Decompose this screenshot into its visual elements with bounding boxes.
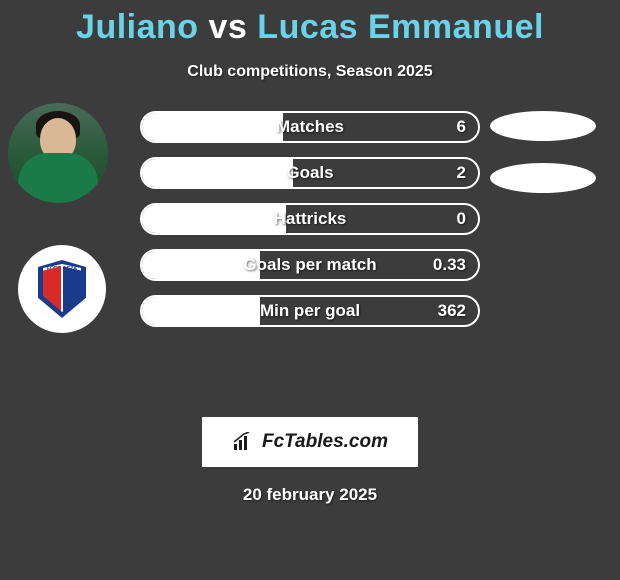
chart-icon xyxy=(232,432,256,452)
oval-1 xyxy=(490,111,596,141)
stat-value: 0.33 xyxy=(433,255,466,275)
stat-label: Hattricks xyxy=(142,209,478,229)
player2-name: Lucas Emmanuel xyxy=(257,8,544,46)
subtitle: Club competitions, Season 2025 xyxy=(0,63,620,81)
club-badge: FORTALEZA xyxy=(18,245,106,333)
date-text: 20 february 2025 xyxy=(0,485,620,505)
stat-label: Goals xyxy=(142,163,478,183)
comparison-title: Juliano vs Lucas Emmanuel xyxy=(0,0,620,47)
stat-bar-mpg: Min per goal 362 xyxy=(140,295,480,327)
stat-value: 6 xyxy=(457,117,466,137)
stat-bar-matches: Matches 6 xyxy=(140,111,480,143)
stat-value: 2 xyxy=(457,163,466,183)
stat-value: 362 xyxy=(438,301,466,321)
stat-bar-gpm: Goals per match 0.33 xyxy=(140,249,480,281)
sponsor-text: FcTables.com xyxy=(262,431,388,453)
stat-label: Goals per match xyxy=(142,255,478,275)
stat-label: Min per goal xyxy=(142,301,478,321)
oval-2 xyxy=(490,163,596,193)
stat-value: 0 xyxy=(457,209,466,229)
avatar-column: FORTALEZA xyxy=(8,103,118,333)
player-avatar xyxy=(8,103,108,203)
player1-name: Juliano xyxy=(76,8,199,46)
stats-column: Matches 6 Goals 2 Hattricks 0 Goals per … xyxy=(140,111,480,341)
stat-label: Matches xyxy=(142,117,478,137)
sponsor-box: FcTables.com xyxy=(202,417,418,467)
stat-bar-goals: Goals 2 xyxy=(140,157,480,189)
stat-bar-hattricks: Hattricks 0 xyxy=(140,203,480,235)
vs-text: vs xyxy=(209,8,248,46)
right-ovals xyxy=(490,111,610,215)
content-area: FORTALEZA Matches 6 Goals 2 Hattricks 0 … xyxy=(0,111,620,391)
